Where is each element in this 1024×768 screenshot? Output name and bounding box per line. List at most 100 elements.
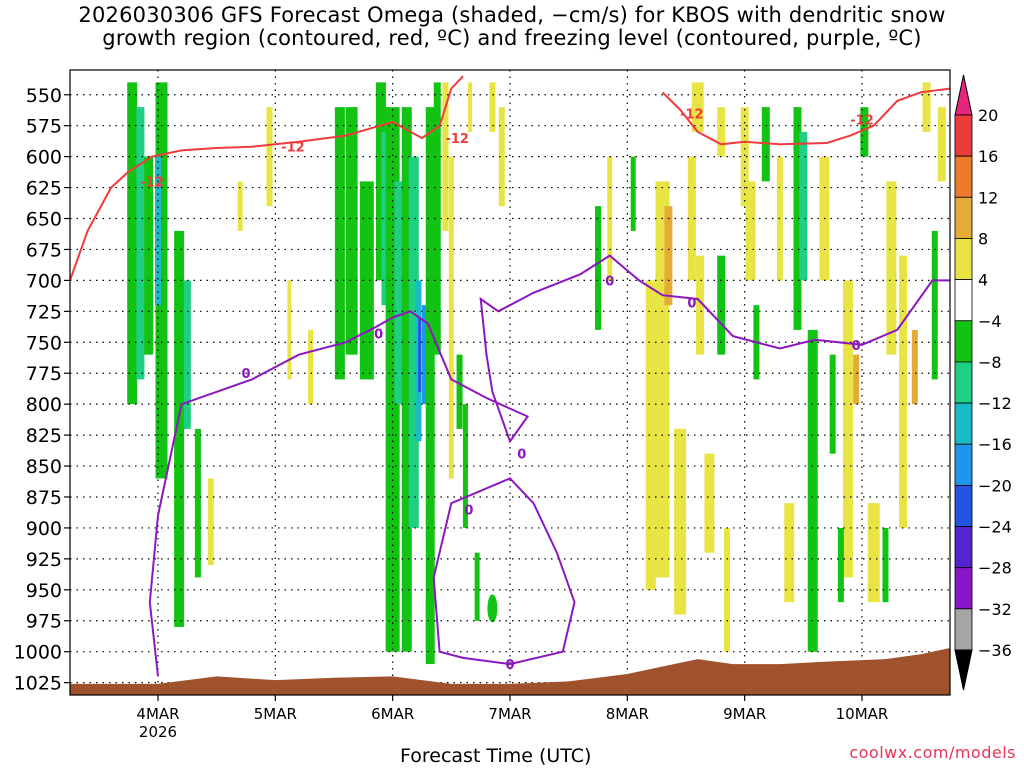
omega-cell <box>448 156 454 479</box>
colorbar-segment <box>954 279 973 322</box>
omega-cell <box>308 329 314 405</box>
omega-cell <box>408 156 419 528</box>
omega-cell <box>127 82 138 405</box>
freezing-contour <box>148 254 950 677</box>
omega-cell <box>799 131 808 281</box>
omega-cell <box>174 230 185 627</box>
x-tick-label: 9MAR <box>723 705 766 723</box>
freezing-contour-label: 0 <box>241 367 250 382</box>
colorbar-bottom-triangle <box>954 649 973 691</box>
y-tick-label: 575 <box>26 116 62 138</box>
y-tick-label: 750 <box>26 332 62 354</box>
terrain-fill <box>70 648 950 695</box>
y-tick-label: 900 <box>26 518 62 540</box>
omega-cell <box>425 107 435 665</box>
contour-lines: -12 -12 -12 -12 -12 0 0 0 0 0 0 0 0 <box>70 75 950 677</box>
x-tick-label: 8MAR <box>606 705 649 723</box>
y-tick-label: 725 <box>26 301 62 323</box>
colorbar-label: −20 <box>978 476 1012 495</box>
grid-lines <box>70 70 950 695</box>
freezing-contour-label: 0 <box>374 328 383 343</box>
chart-title: 2026030306 GFS Forecast Omega (shaded, −… <box>0 4 1024 50</box>
omega-cell <box>793 107 802 330</box>
omega-cell <box>489 82 496 132</box>
omega-cell <box>401 107 412 652</box>
omega-cell <box>433 82 441 355</box>
omega-cell <box>717 107 726 157</box>
colorbar-label: −24 <box>978 518 1012 537</box>
freezing-contour-label: 0 <box>505 658 514 673</box>
omega-cell <box>784 503 795 603</box>
colorbar-label: −36 <box>978 641 1012 660</box>
colorbar-label: −16 <box>978 435 1012 454</box>
omega-cell <box>717 255 726 355</box>
colorbar-label: −12 <box>978 394 1012 413</box>
colorbar-label: 16 <box>978 147 998 166</box>
colorbar-top-triangle <box>954 74 973 116</box>
freezing-contour-label: 0 <box>687 297 696 312</box>
omega-cell <box>468 82 473 132</box>
dendritic-contour-label: -12 <box>445 132 469 147</box>
dendritic-contour-label: -12 <box>281 141 305 156</box>
colorbar-segment <box>954 361 973 404</box>
x-tick-label: 7MAR <box>488 705 531 723</box>
y-tick-label: 975 <box>26 611 62 633</box>
omega-cell <box>882 527 889 603</box>
omega-cell <box>807 329 818 652</box>
omega-cell <box>498 107 505 207</box>
omega-cell <box>696 255 705 355</box>
y-tick-label: 1000 <box>14 642 62 664</box>
omega-cell <box>421 305 427 405</box>
colorbar-segment <box>954 320 973 363</box>
dendritic-contour <box>70 75 464 281</box>
omega-cell <box>886 181 897 355</box>
omega-cell <box>842 280 853 578</box>
colorbar-label: −4 <box>978 312 1002 331</box>
omega-cell <box>266 107 273 207</box>
omega-cell <box>860 107 869 157</box>
y-tick-label: 650 <box>26 209 62 231</box>
colorbar-label: 20 <box>978 106 998 125</box>
colorbar-label: −32 <box>978 600 1012 619</box>
freezing-contour-label: 0 <box>464 503 473 518</box>
omega-cell <box>687 156 696 281</box>
credit-text: coolwx.com/models <box>849 743 1016 762</box>
y-tick-label: 825 <box>26 425 62 447</box>
omega-cell <box>745 181 756 281</box>
colorbar-segment <box>954 402 973 445</box>
omega-cell <box>425 602 430 652</box>
omega-cell <box>595 206 601 330</box>
dendritic-contour-label: -12 <box>680 107 704 122</box>
x-tick-year-label: 2026 <box>139 723 177 741</box>
freezing-contour <box>432 477 576 666</box>
colorbar-segment <box>954 608 973 651</box>
omega-cell <box>645 280 656 590</box>
omega-cell <box>674 428 687 615</box>
dendritic-contour-label: -12 <box>140 175 164 190</box>
omega-cell <box>381 131 388 306</box>
freezing-contour-label: 0 <box>852 339 861 354</box>
y-axis: 550 575 600 625 650 675 700 725 750 775 800 825 850 8… <box>14 85 70 695</box>
y-tick-label: 875 <box>26 487 62 509</box>
omega-cell <box>899 255 908 528</box>
omega-cell <box>867 503 880 603</box>
y-tick-label: 775 <box>26 363 62 385</box>
omega-cell <box>837 527 844 603</box>
colorbar-segment <box>954 196 973 239</box>
omega-cell <box>345 107 358 355</box>
omega-cell <box>418 317 422 392</box>
omega-cell <box>911 329 918 405</box>
omega-cell <box>194 428 201 578</box>
omega-cell <box>704 453 715 553</box>
dendritic-contour-label: -12 <box>850 114 874 129</box>
y-tick-label: 925 <box>26 549 62 571</box>
x-tick-label: 10MAR <box>836 705 889 723</box>
omega-cell <box>442 82 449 231</box>
omega-cell <box>853 354 860 405</box>
omega-cell <box>937 107 946 182</box>
colorbar-label: −8 <box>978 353 1002 372</box>
omega-cell <box>359 181 374 380</box>
omega-cell <box>183 280 191 429</box>
colorbar-segment <box>954 567 973 610</box>
